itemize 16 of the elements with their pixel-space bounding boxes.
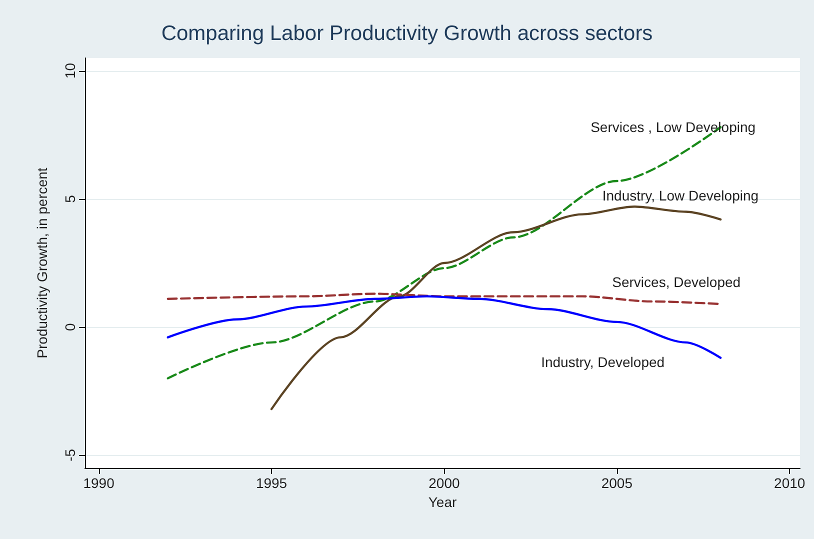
x-tick-label: 2000 bbox=[428, 475, 460, 491]
y-tick-label: 10 bbox=[62, 62, 78, 79]
y-tick-label: 0 bbox=[62, 322, 78, 331]
y-tick-label: -5 bbox=[62, 448, 78, 462]
y-tick-label: 5 bbox=[62, 194, 78, 203]
chart-title: Comparing Labor Productivity Growth across sectors bbox=[161, 22, 653, 45]
series-label: Industry, Low Developing bbox=[602, 187, 759, 204]
x-axis-title: Year bbox=[428, 494, 457, 510]
series-label: Industry, Developed bbox=[541, 354, 665, 370]
x-tick-label: 2005 bbox=[601, 475, 633, 491]
x-tick-label: 1990 bbox=[83, 475, 115, 491]
series-label: Services, Developed bbox=[612, 274, 741, 290]
x-tick-label: 1995 bbox=[256, 475, 288, 491]
series-label: Services , Low Developing bbox=[590, 119, 756, 136]
y-axis-title: Productivity Growth, in percent bbox=[34, 168, 50, 358]
x-tick-label: 2010 bbox=[774, 475, 806, 491]
